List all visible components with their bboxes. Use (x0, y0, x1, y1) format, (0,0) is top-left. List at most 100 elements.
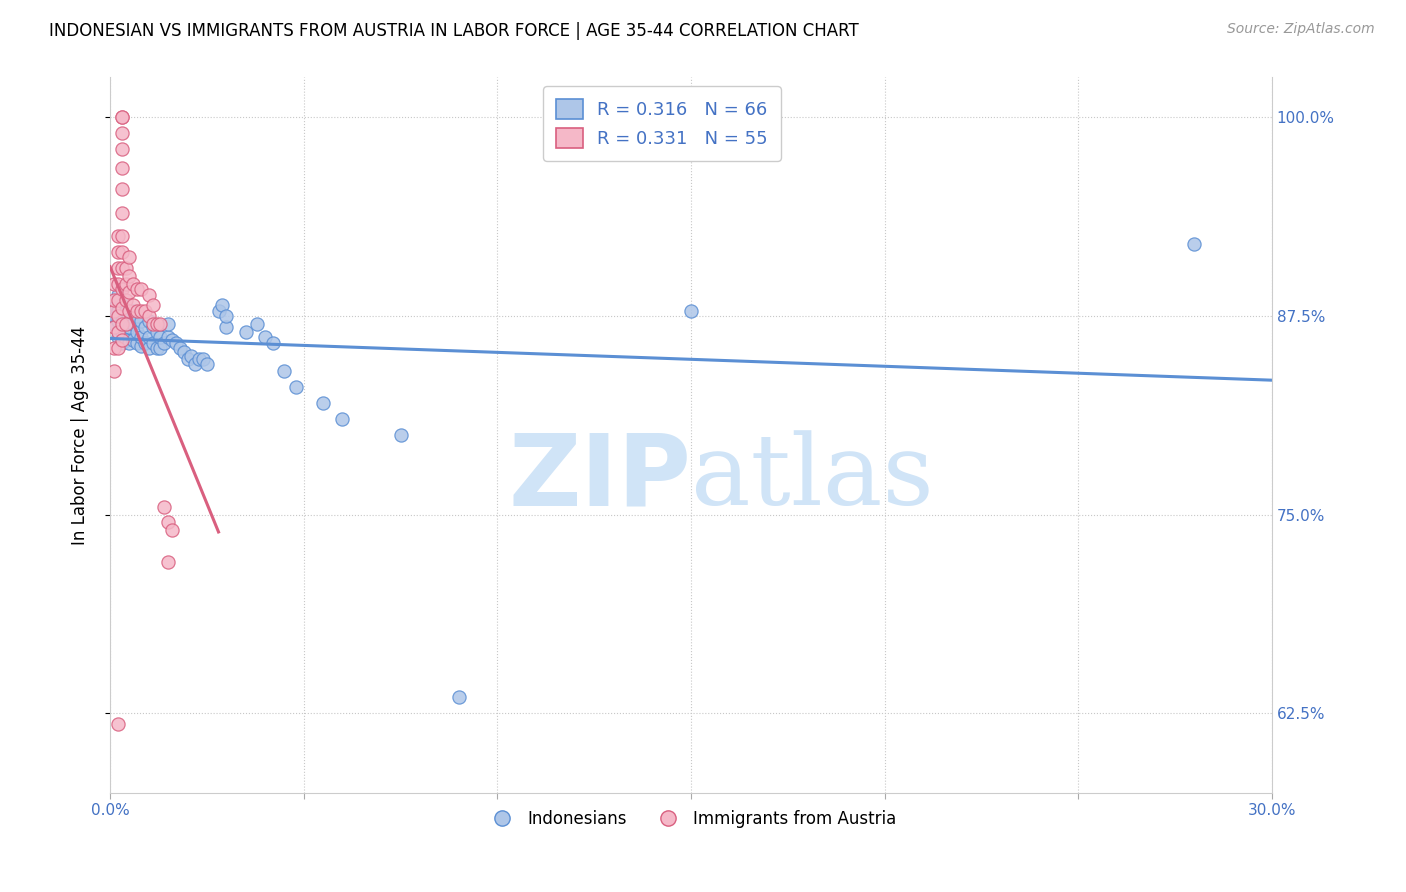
Point (107, 304, 129, 318)
Point (111, 282, 134, 296)
Point (122, 317, 145, 331)
Point (111, 205, 134, 219)
Point (111, 126, 134, 140)
Point (138, 313, 160, 327)
Point (127, 335, 149, 350)
Point (107, 313, 129, 327)
Point (107, 341, 129, 355)
Point (153, 500, 176, 514)
Point (107, 309, 129, 323)
Point (165, 335, 187, 350)
Point (129, 282, 152, 296)
Point (1184, 237, 1206, 252)
Point (169, 341, 191, 355)
Point (103, 364, 125, 378)
Point (111, 301, 134, 315)
Point (118, 320, 141, 334)
Point (111, 142, 134, 156)
Point (107, 245, 129, 260)
Point (253, 329, 276, 343)
Point (111, 298, 134, 312)
Point (157, 555, 180, 569)
Point (103, 301, 125, 315)
Point (138, 341, 160, 355)
Point (114, 277, 136, 291)
Point (157, 317, 180, 331)
Point (118, 304, 141, 318)
Point (215, 309, 238, 323)
Point (145, 325, 167, 339)
Point (122, 277, 145, 291)
Point (111, 261, 134, 276)
Point (103, 341, 125, 355)
Point (389, 428, 412, 442)
Point (118, 269, 141, 284)
Point (111, 335, 134, 350)
Point (184, 357, 207, 371)
Point (332, 412, 354, 426)
Point (127, 282, 149, 296)
Point (114, 317, 136, 331)
Point (103, 277, 125, 291)
Point (149, 329, 172, 343)
Point (127, 325, 149, 339)
Point (129, 313, 152, 327)
Point (114, 304, 136, 318)
Point (111, 313, 134, 327)
Point (149, 341, 172, 355)
Point (273, 364, 295, 378)
Point (176, 351, 198, 366)
Point (188, 351, 211, 366)
Point (129, 329, 152, 343)
Point (114, 261, 136, 276)
Point (107, 288, 129, 302)
Point (107, 229, 129, 244)
Point (111, 245, 134, 260)
Point (191, 351, 214, 366)
Text: Source: ZipAtlas.com: Source: ZipAtlas.com (1227, 22, 1375, 37)
Point (134, 320, 156, 334)
Point (103, 304, 125, 318)
Point (122, 304, 145, 318)
Point (118, 309, 141, 323)
Point (114, 333, 136, 347)
Point (111, 110, 134, 124)
Point (129, 339, 152, 353)
Point (103, 293, 125, 307)
Text: INDONESIAN VS IMMIGRANTS FROM AUSTRIA IN LABOR FORCE | AGE 35-44 CORRELATION CHA: INDONESIAN VS IMMIGRANTS FROM AUSTRIA IN… (49, 22, 859, 40)
Point (111, 333, 134, 347)
Point (111, 325, 134, 339)
Point (134, 335, 156, 350)
Text: ZIP: ZIP (508, 429, 690, 526)
Point (127, 304, 149, 318)
Point (111, 182, 134, 196)
Point (215, 320, 238, 334)
Legend: Indonesians, Immigrants from Austria: Indonesians, Immigrants from Austria (479, 803, 903, 834)
Point (111, 229, 134, 244)
Point (107, 809, 129, 823)
Point (118, 285, 141, 299)
Point (107, 325, 129, 339)
Point (103, 309, 125, 323)
Point (679, 304, 702, 318)
Point (127, 309, 149, 323)
Point (114, 317, 136, 331)
Point (107, 261, 129, 276)
Point (107, 277, 129, 291)
Point (107, 329, 129, 343)
Point (142, 298, 165, 312)
Point (153, 335, 176, 350)
Point (111, 110, 134, 124)
Point (157, 329, 180, 343)
Point (103, 320, 125, 334)
Point (138, 329, 160, 343)
Point (312, 396, 335, 410)
Point (160, 524, 183, 538)
Point (142, 335, 165, 350)
Point (207, 304, 229, 318)
Text: atlas: atlas (690, 430, 934, 526)
Point (157, 516, 180, 530)
Point (149, 317, 172, 331)
Y-axis label: In Labor Force | Age 35-44: In Labor Force | Age 35-44 (72, 326, 89, 545)
Point (111, 161, 134, 175)
